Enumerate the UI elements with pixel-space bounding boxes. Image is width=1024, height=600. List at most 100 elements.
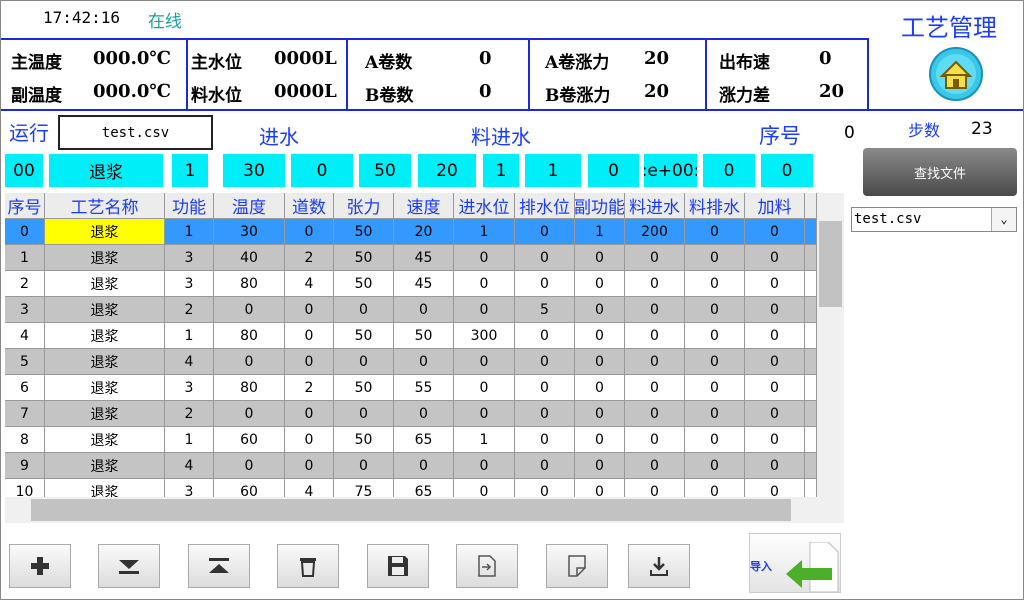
add-button[interactable] xyxy=(9,544,71,588)
table-cell[interactable]: 45 xyxy=(394,245,454,271)
table-cell[interactable]: 0 xyxy=(285,323,334,349)
table-cell[interactable]: 2 xyxy=(165,297,214,323)
table-cell[interactable]: 0 xyxy=(285,297,334,323)
save-button[interactable] xyxy=(367,544,429,588)
table-cell[interactable]: 45 xyxy=(394,271,454,297)
table-cell[interactable]: 0 xyxy=(515,323,575,349)
table-cell[interactable]: 0 xyxy=(515,245,575,271)
table-cell[interactable]: 3 xyxy=(165,245,214,271)
table-cell[interactable]: 50 xyxy=(334,375,394,401)
table-cell[interactable]: 80 xyxy=(214,375,285,401)
table-cell[interactable]: 3 xyxy=(5,297,45,323)
table-cell[interactable]: 80 xyxy=(214,271,285,297)
table-cell[interactable]: 0 xyxy=(745,245,805,271)
table-cell[interactable]: 0 xyxy=(454,271,515,297)
table-cell[interactable]: 0 xyxy=(685,245,745,271)
move-up-button[interactable] xyxy=(188,544,250,588)
table-cell[interactable]: 0 xyxy=(575,271,625,297)
table-cell[interactable]: 0 xyxy=(334,453,394,479)
table-cell[interactable]: 0 xyxy=(625,427,685,453)
table-cell[interactable]: 2 xyxy=(285,245,334,271)
table-cell[interactable]: 1 xyxy=(454,219,515,245)
table-cell[interactable]: 0 xyxy=(575,349,625,375)
input-field[interactable]: 0 xyxy=(703,154,755,187)
table-cell[interactable]: 退浆 xyxy=(45,453,165,479)
table-cell[interactable]: 0 xyxy=(334,297,394,323)
table-cell[interactable]: 0 xyxy=(394,297,454,323)
table-cell[interactable]: 0 xyxy=(625,323,685,349)
table-cell[interactable]: 2 xyxy=(5,271,45,297)
table-cell[interactable]: 3 xyxy=(165,271,214,297)
table-cell[interactable]: 0 xyxy=(685,427,745,453)
input-field[interactable]: 50 xyxy=(359,154,411,187)
table-cell[interactable]: 0 xyxy=(625,401,685,427)
table-cell[interactable]: 3 xyxy=(165,375,214,401)
table-cell[interactable]: 0 xyxy=(285,401,334,427)
table-cell[interactable]: 5 xyxy=(515,297,575,323)
table-cell[interactable]: 80 xyxy=(214,323,285,349)
table-cell[interactable]: 0 xyxy=(285,453,334,479)
table-cell[interactable]: 0 xyxy=(394,349,454,375)
table-cell[interactable]: 0 xyxy=(575,375,625,401)
table-cell[interactable]: 300 xyxy=(454,323,515,349)
table-cell[interactable]: 7 xyxy=(5,401,45,427)
table-cell[interactable]: 退浆 xyxy=(45,349,165,375)
table-cell[interactable]: 5 xyxy=(5,349,45,375)
table-cell[interactable]: 0 xyxy=(625,375,685,401)
table-cell[interactable]: 0 xyxy=(685,375,745,401)
move-down-button[interactable] xyxy=(98,544,160,588)
table-cell[interactable]: 0 xyxy=(745,323,805,349)
table-cell[interactable]: 50 xyxy=(334,271,394,297)
table-cell[interactable]: 0 xyxy=(745,427,805,453)
table-cell[interactable]: 6 xyxy=(5,375,45,401)
table-cell[interactable]: 4 xyxy=(285,479,334,497)
table-cell[interactable]: 0 xyxy=(575,323,625,349)
table-cell[interactable]: 1 xyxy=(454,427,515,453)
table-cell[interactable]: 4 xyxy=(5,323,45,349)
table-cell[interactable]: 0 xyxy=(745,375,805,401)
input-field[interactable]: 0 xyxy=(761,154,813,187)
table-cell[interactable]: 1 xyxy=(575,219,625,245)
table-cell[interactable]: 1 xyxy=(165,427,214,453)
table-cell[interactable]: 0 xyxy=(575,453,625,479)
table-cell[interactable]: 0 xyxy=(214,453,285,479)
table-cell[interactable]: 0 xyxy=(625,479,685,497)
scroll-thumb[interactable] xyxy=(819,221,842,307)
input-field[interactable]: 退浆 xyxy=(49,154,163,187)
delete-button[interactable] xyxy=(277,544,339,588)
table-cell[interactable]: 50 xyxy=(394,323,454,349)
table-cell[interactable]: 30 xyxy=(214,219,285,245)
table-cell[interactable]: 1 xyxy=(5,245,45,271)
table-cell[interactable]: 0 xyxy=(214,349,285,375)
table-cell[interactable]: 0 xyxy=(515,479,575,497)
table-cell[interactable]: 0 xyxy=(214,297,285,323)
import-button[interactable]: 导入 xyxy=(749,533,841,593)
table-cell[interactable]: 退浆 xyxy=(45,245,165,271)
table-cell[interactable]: 0 xyxy=(575,245,625,271)
table-cell[interactable]: 1 xyxy=(165,219,214,245)
table-cell[interactable]: 退浆 xyxy=(45,271,165,297)
table-cell[interactable]: 0 xyxy=(575,297,625,323)
table-cell[interactable]: 退浆 xyxy=(45,375,165,401)
input-field[interactable]: :e+00: xyxy=(644,154,697,187)
table-cell[interactable]: 0 xyxy=(685,349,745,375)
table-cell[interactable]: 0 xyxy=(685,401,745,427)
table-cell[interactable]: 50 xyxy=(334,323,394,349)
export-button[interactable] xyxy=(456,544,518,588)
table-cell[interactable]: 0 xyxy=(454,297,515,323)
table-cell[interactable]: 退浆 xyxy=(45,401,165,427)
table-cell[interactable]: 200 xyxy=(625,219,685,245)
table-cell[interactable]: 0 xyxy=(454,375,515,401)
table-cell[interactable]: 0 xyxy=(515,349,575,375)
download-button[interactable] xyxy=(628,544,690,588)
scroll-thumb[interactable] xyxy=(31,499,791,521)
file-dropdown[interactable]: test.csv ⌄ xyxy=(851,207,1017,232)
table-cell[interactable]: 0 xyxy=(454,349,515,375)
input-field[interactable]: 0 xyxy=(588,154,639,187)
table-cell[interactable]: 0 xyxy=(745,453,805,479)
table-cell[interactable]: 0 xyxy=(575,401,625,427)
input-field[interactable]: 20 xyxy=(418,154,476,187)
table-cell[interactable]: 2 xyxy=(285,375,334,401)
table-cell[interactable]: 0 xyxy=(394,401,454,427)
table-cell[interactable]: 0 xyxy=(5,219,45,245)
